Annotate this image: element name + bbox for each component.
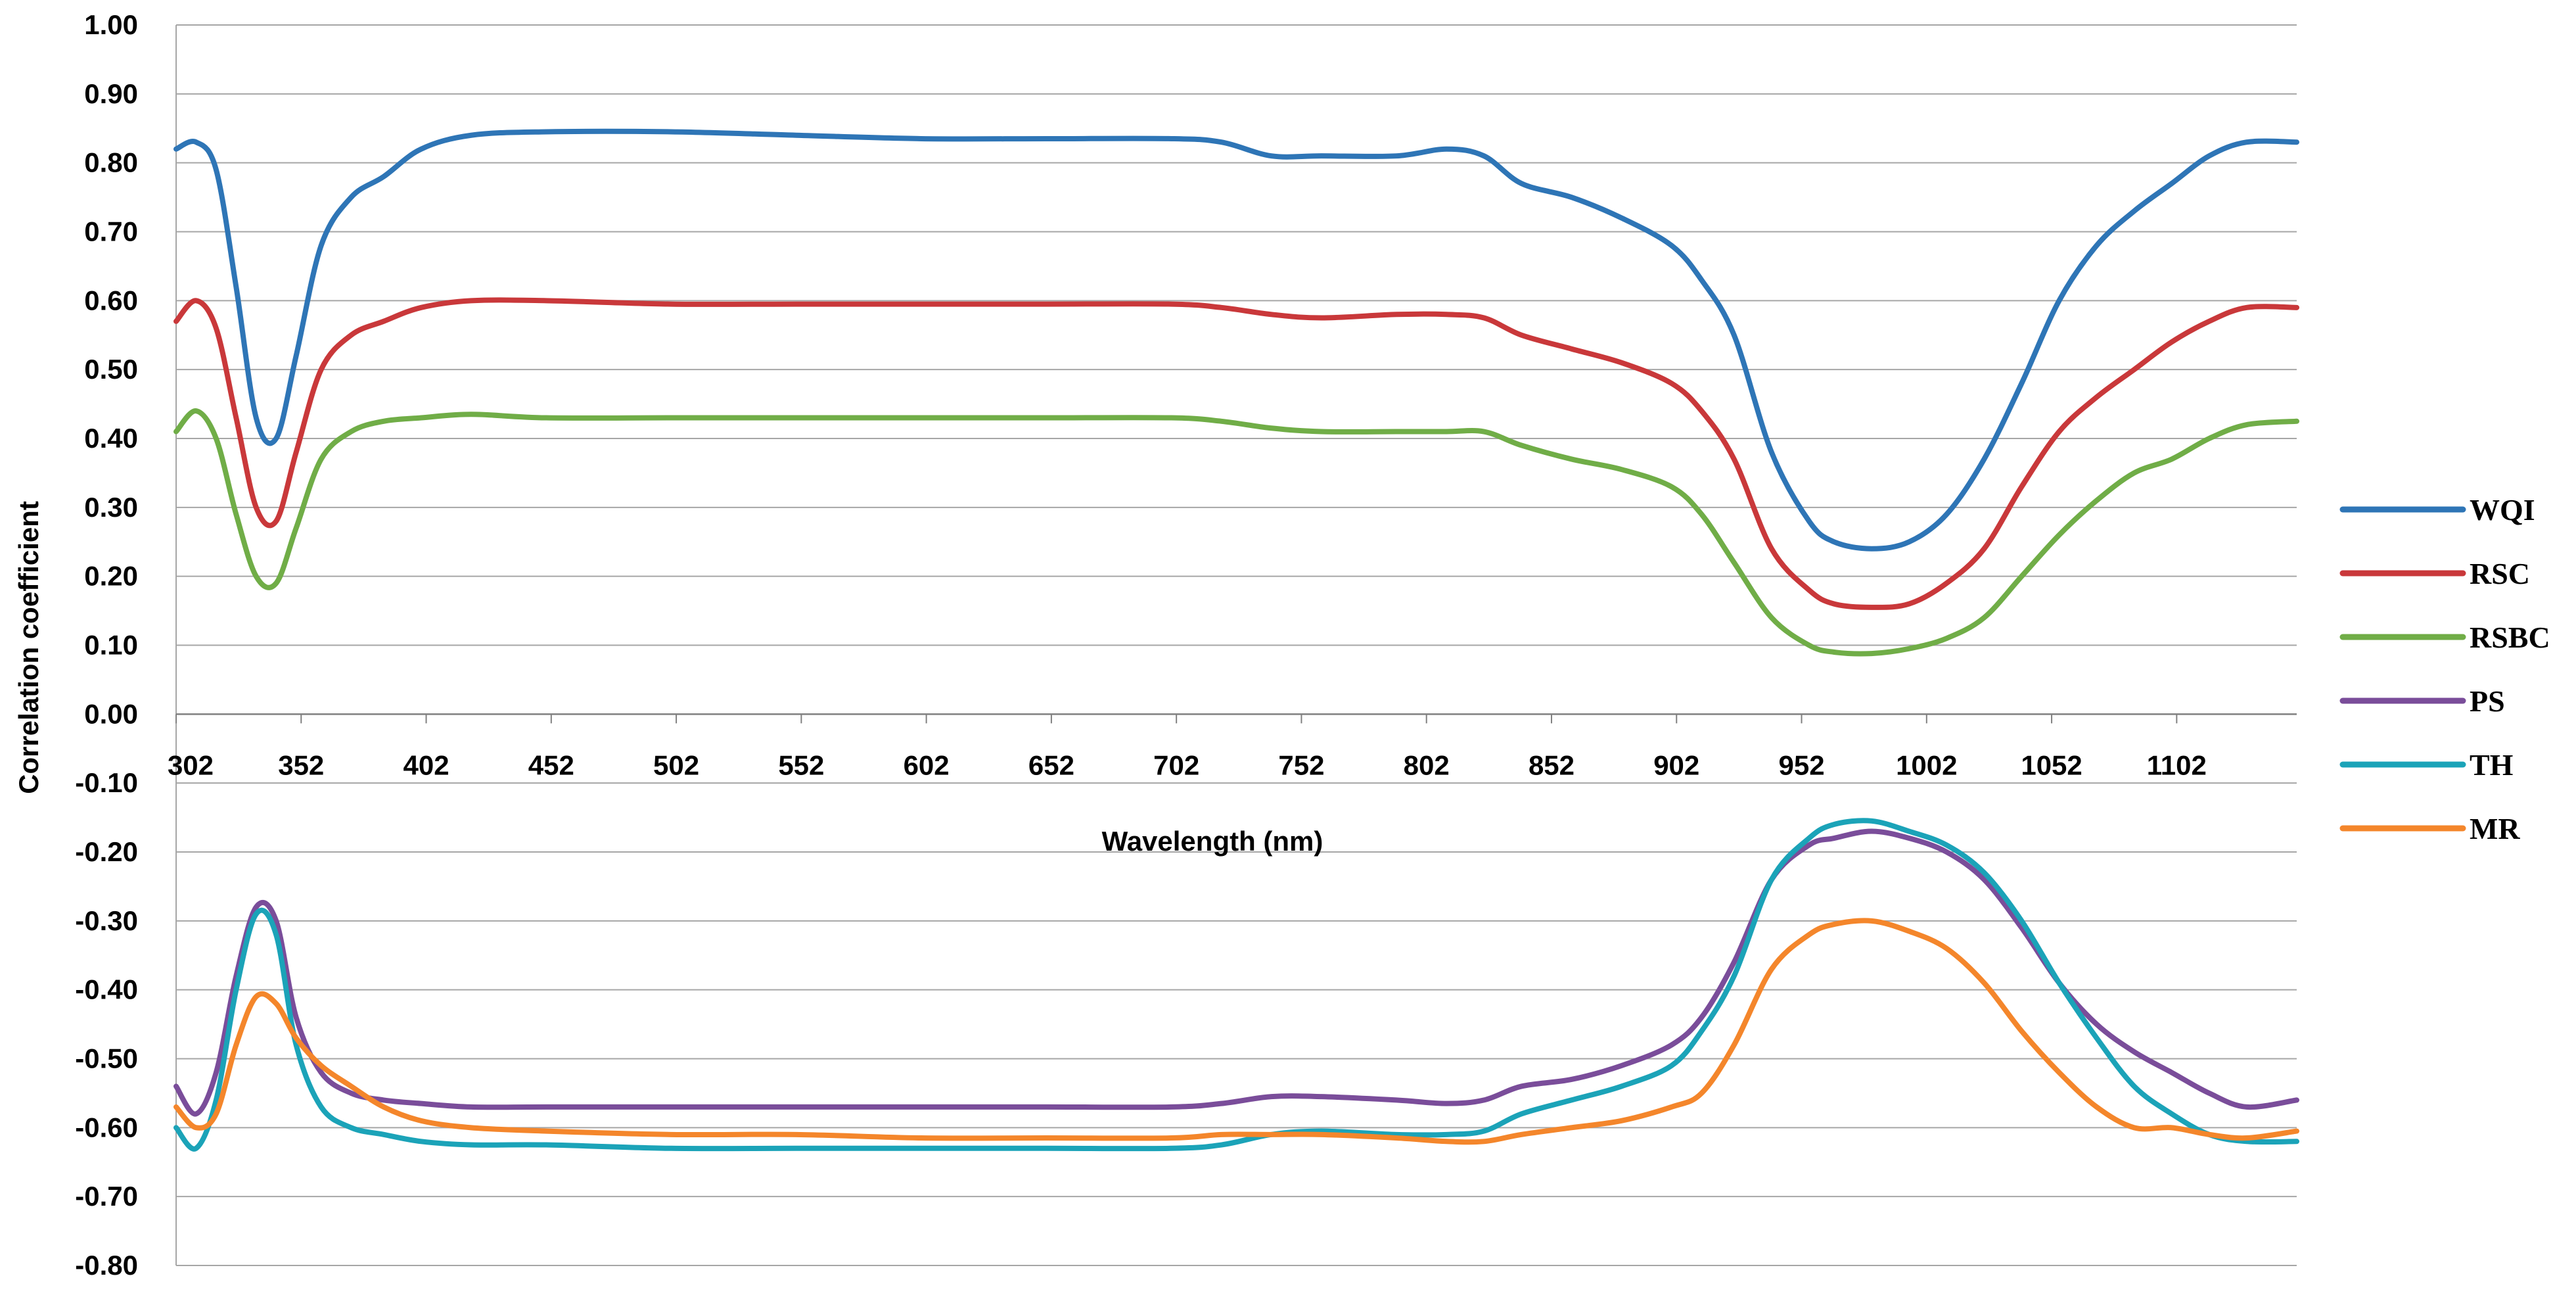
legend-label-wqi: WQI: [2470, 493, 2535, 527]
y-tick-label: -0.80: [75, 1250, 138, 1281]
x-tick-label: 452: [528, 749, 574, 780]
y-axis-ticks: 1.00 0.90 0.80 0.70 0.60 0.50 0.40 0.30 0.20 0.10…: [75, 9, 138, 1281]
series-line-wqi: [173, 128, 2299, 552]
y-tick-label: -0.50: [75, 1043, 138, 1074]
y-tick-label: -0.40: [75, 974, 138, 1005]
y-tick-label: 0.10: [84, 630, 138, 661]
y-tick-label: 0.20: [84, 561, 138, 592]
y-tick-label: 0.80: [84, 147, 138, 178]
legend: WQI RSC RSBC PS TH MR: [2339, 493, 2550, 845]
legend-label-rsbc: RSBC: [2470, 621, 2550, 654]
y-tick-label: -0.60: [75, 1112, 138, 1143]
x-axis-ticks: 302 352 402 452 502 552 602 652 702 752 802 852 902 9…: [168, 714, 2207, 780]
x-tick-label: 552: [778, 749, 824, 780]
x-tick-label: 802: [1404, 749, 1450, 780]
y-tick-label: 0.50: [84, 354, 138, 385]
y-tick-label: -0.30: [75, 905, 138, 936]
x-axis-title: Wavelength (nm): [1102, 826, 1323, 857]
x-tick-label: 852: [1529, 749, 1575, 780]
x-tick-label: 602: [904, 749, 950, 780]
legend-label-ps: PS: [2470, 684, 2505, 718]
series-line-ps: [173, 828, 2299, 1117]
y-axis-title: Correlation coefficient: [13, 501, 44, 794]
y-tick-label: 0.40: [84, 423, 138, 454]
x-tick-label: 952: [1778, 749, 1824, 780]
x-tick-label: 302: [168, 749, 214, 780]
legend-label-mr: MR: [2470, 812, 2520, 845]
y-tick-label: -0.20: [75, 836, 138, 867]
x-tick-label: 1052: [2021, 749, 2082, 780]
y-tick-label: -0.10: [75, 767, 138, 798]
x-tick-label: 902: [1653, 749, 1699, 780]
x-tick-label: 1002: [1896, 749, 1957, 780]
y-tick-label: 0.90: [84, 78, 138, 109]
y-tick-label: 0.30: [84, 492, 138, 523]
legend-label-th: TH: [2470, 748, 2514, 782]
y-tick-label: 0.60: [84, 285, 138, 316]
x-tick-label: 1102: [2147, 749, 2207, 780]
series-line-rsbc: [173, 408, 2299, 657]
x-tick-label: 402: [403, 749, 449, 780]
x-tick-label: 352: [278, 749, 324, 780]
x-tick-label: 752: [1278, 749, 1324, 780]
y-tick-label: 1.00: [84, 9, 138, 40]
x-tick-label: 702: [1153, 749, 1199, 780]
legend-label-rsc: RSC: [2470, 557, 2530, 590]
x-tick-label: 652: [1028, 749, 1074, 780]
series-line-rsc: [173, 297, 2299, 610]
x-tick-label: 502: [653, 749, 699, 780]
y-tick-label: 0.00: [84, 698, 138, 729]
series-line-th: [173, 818, 2299, 1152]
gridlines: [175, 24, 2297, 1266]
y-tick-label: -0.70: [75, 1181, 138, 1212]
y-tick-label: 0.70: [84, 216, 138, 247]
series-lines: [173, 128, 2299, 1152]
series-line-mr: [173, 918, 2299, 1145]
